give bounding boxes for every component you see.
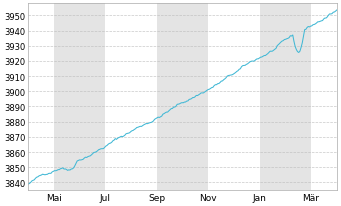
Bar [260, 4, 311, 190]
Bar [28, 4, 54, 190]
Bar [157, 4, 208, 190]
Bar [105, 4, 157, 190]
Bar [208, 4, 260, 190]
Bar [311, 4, 337, 190]
Bar [54, 4, 105, 190]
